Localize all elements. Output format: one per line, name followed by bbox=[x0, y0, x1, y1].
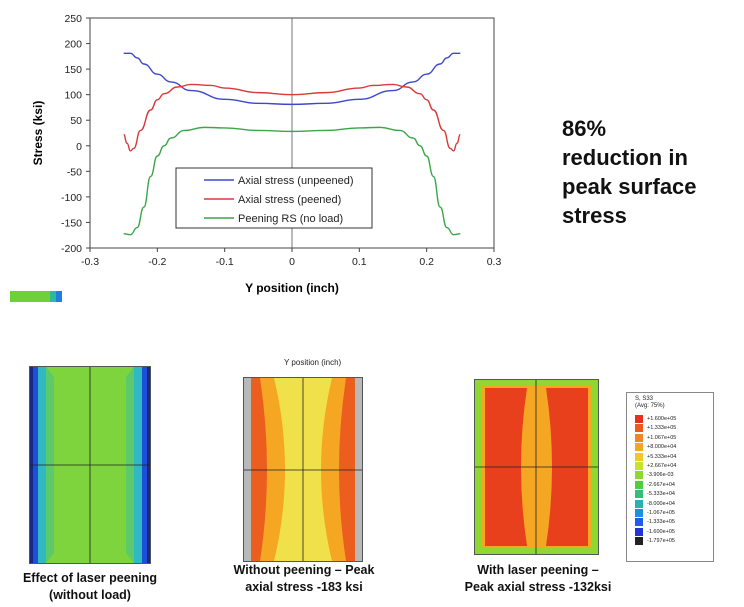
caption-left: Effect of laser peening (without load) bbox=[0, 570, 180, 604]
contour-color-legend: S, S33 (Avg: 75%) +1.600e+05 +1.333e+05 +1… bbox=[626, 392, 714, 562]
y-tick-label: -150 bbox=[61, 217, 82, 229]
fea-panel-with-peening bbox=[474, 379, 599, 555]
colorbar-label: -1.797e+05 bbox=[647, 538, 675, 545]
colorbar-title: S, S33 bbox=[635, 396, 654, 402]
y-tick-label: 0 bbox=[76, 141, 82, 153]
fea-panel-without-peening bbox=[243, 377, 363, 562]
colorbar-swatch bbox=[635, 462, 643, 470]
caption-middle: Without peening – Peak axial stress -183… bbox=[204, 562, 404, 596]
fea-panel-peening-no-load bbox=[29, 366, 151, 564]
y-tick-label: 50 bbox=[70, 115, 82, 127]
callout-line: 86% bbox=[562, 116, 607, 141]
caption-line: (without load) bbox=[49, 588, 131, 602]
colorbar-label: -1.333e+05 bbox=[647, 519, 675, 526]
x-tick-label: -0.1 bbox=[216, 256, 234, 268]
caption-line: axial stress -183 ksi bbox=[245, 580, 363, 594]
reduction-callout: 86% reduction in peak surface stress bbox=[562, 114, 744, 230]
x-tick-label: -0.2 bbox=[148, 256, 166, 268]
caption-line: Without peening – Peak bbox=[233, 563, 375, 577]
x-tick-label: 0.1 bbox=[352, 256, 367, 268]
colorbar-swatch bbox=[635, 471, 643, 480]
legend-entry: Axial stress (peened) bbox=[238, 194, 341, 206]
stress-line-chart: -0.3 -0.2 -0.1 0 0.1 0.2 0.3 250 200 150 100 50 0 -50… bbox=[31, 13, 502, 295]
series-line-2 bbox=[123, 83, 461, 152]
y-tick-label: 200 bbox=[64, 39, 82, 51]
series-line-3 bbox=[123, 126, 461, 236]
y-tick-label: -200 bbox=[61, 243, 82, 255]
y-tick-label: -100 bbox=[61, 192, 82, 204]
colorbar-swatch bbox=[635, 527, 643, 536]
x-axis-label: Y position (inch) bbox=[245, 281, 339, 295]
panel-axis-label: Y position (inch) bbox=[284, 358, 342, 367]
colorbar-swatch bbox=[635, 452, 643, 461]
colorbar-label: -3.906e-03 bbox=[647, 472, 674, 479]
y-tick-label: -50 bbox=[67, 166, 82, 178]
caption-right: With laser peening – Peak axial stress -… bbox=[428, 562, 648, 596]
colorbar-swatch bbox=[635, 433, 643, 442]
legend-entry: Axial stress (unpeened) bbox=[238, 175, 354, 187]
caption-line: Peak axial stress -132ksi bbox=[464, 580, 612, 594]
legend: Axial stress (unpeened) Axial stress (pee… bbox=[175, 167, 373, 229]
x-tick-label: 0 bbox=[289, 256, 295, 268]
colorbar-label: -2.667e+04 bbox=[647, 481, 675, 488]
y-tick-label: 100 bbox=[64, 90, 82, 102]
x-tick-label: 0.2 bbox=[419, 256, 434, 268]
colorbar-label: +2.667e+04 bbox=[647, 463, 677, 469]
callout-line: peak surface bbox=[562, 174, 697, 199]
colorbar-swatch bbox=[635, 415, 643, 423]
x-tick-label: -0.3 bbox=[81, 256, 99, 268]
callout-line: reduction in bbox=[562, 145, 688, 170]
caption-line: Effect of laser peening bbox=[22, 571, 158, 585]
contour-fragment bbox=[10, 289, 62, 302]
colorbar-label: -5.333e+04 bbox=[647, 491, 675, 498]
colorbar-label: -1.067e+05 bbox=[647, 510, 675, 516]
colorbar-swatch bbox=[635, 480, 643, 489]
colorbar-label: +1.067e+05 bbox=[647, 434, 677, 441]
colorbar-swatch bbox=[635, 490, 643, 499]
colorbar-label: +1.600e+05 bbox=[647, 416, 677, 422]
colorbar-swatch bbox=[635, 424, 643, 433]
colorbar-swatch bbox=[635, 537, 643, 546]
caption-line: With laser peening – bbox=[477, 563, 599, 577]
legend-entry: Peening RS (no load) bbox=[238, 213, 343, 225]
callout-line: stress bbox=[562, 203, 627, 228]
colorbar-label: +8.000e+04 bbox=[647, 444, 677, 451]
colorbar-label: +5.333e+04 bbox=[647, 453, 677, 460]
colorbar-swatch bbox=[635, 518, 643, 527]
y-tick-label: 250 bbox=[64, 13, 82, 25]
colorbar-label: -8.000e+04 bbox=[647, 500, 675, 507]
colorbar-swatch bbox=[635, 509, 643, 517]
colorbar-swatch bbox=[635, 443, 643, 452]
colorbar-label: +1.333e+05 bbox=[647, 425, 677, 432]
colorbar-subtitle: (Avg: 75%) bbox=[635, 403, 665, 409]
x-tick-label: 0.3 bbox=[487, 256, 502, 268]
y-axis-label: Stress (ksi) bbox=[31, 101, 45, 166]
colorbar-label: -1.600e+05 bbox=[647, 528, 675, 535]
y-tick-label: 150 bbox=[64, 64, 82, 76]
colorbar-swatch bbox=[635, 499, 643, 508]
series-line-1 bbox=[123, 52, 461, 106]
